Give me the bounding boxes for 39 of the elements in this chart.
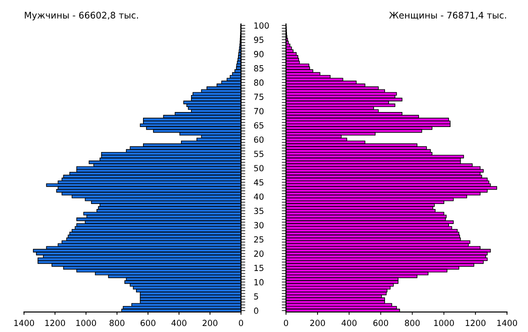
- y-tick-label: 5: [254, 293, 258, 300]
- x-tick-label: 1400: [14, 320, 34, 326]
- y-tick-label: 85: [254, 65, 264, 72]
- y-tick-label: 20: [254, 250, 264, 257]
- x-tick-label: 1200: [45, 320, 66, 326]
- x-tick-label: 0: [284, 320, 288, 326]
- x-tick-label: 0: [238, 320, 244, 326]
- y-tick-label: 15: [254, 264, 264, 272]
- x-tick-label: 400: [171, 320, 186, 326]
- y-tick-label: 30: [254, 222, 264, 228]
- x-tick-label: 1000: [434, 320, 454, 326]
- x-tick-label: 800: [110, 320, 124, 326]
- x-tick-label: 200: [202, 320, 218, 326]
- y-tick-label: 95: [254, 36, 264, 43]
- y-tick-label: 55: [254, 150, 264, 158]
- y-tick-label: 35: [254, 208, 264, 214]
- x-tick-label: 1400: [497, 320, 518, 326]
- chart-title: Женщины - 76871,4 тыс.: [389, 12, 506, 20]
- y-tick-label: 45: [254, 179, 264, 186]
- y-tick-label: 60: [254, 136, 264, 143]
- y-tick-label: 0: [254, 308, 258, 314]
- y-tick-label: 50: [254, 164, 264, 172]
- y-tick-label: 65: [254, 122, 264, 129]
- x-tick-label: 600: [373, 320, 388, 326]
- y-tick-label: 90: [254, 50, 264, 58]
- y-tick-label: 70: [254, 108, 264, 114]
- x-tick-label: 1000: [76, 320, 96, 326]
- x-tick-label: 400: [342, 320, 357, 326]
- y-tick-label: 100: [254, 22, 269, 29]
- y-tick-label: 40: [254, 193, 264, 200]
- y-tick-label: 75: [254, 94, 264, 100]
- chart-title: Мужчины - 66602,8 тыс.: [24, 12, 138, 20]
- x-tick-label: 800: [404, 320, 420, 326]
- y-tick-label: 80: [254, 79, 264, 86]
- x-tick-label: 1200: [466, 320, 486, 326]
- x-tick-label: 200: [310, 320, 325, 326]
- x-tick-label: 600: [140, 320, 156, 326]
- y-tick-label: 25: [254, 236, 264, 243]
- y-tick-label: 10: [254, 279, 264, 286]
